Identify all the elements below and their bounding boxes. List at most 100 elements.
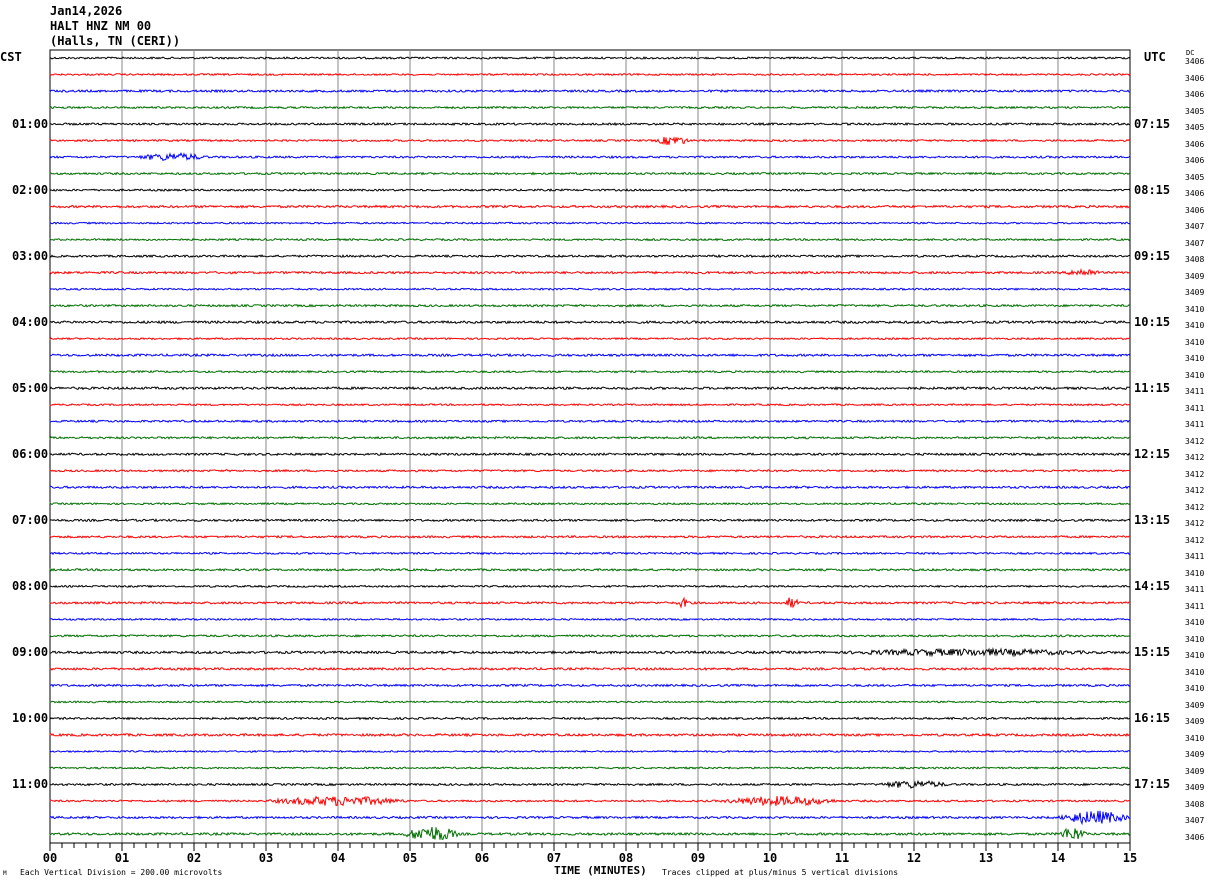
dc-offset-label: 3409 — [1185, 700, 1205, 710]
corner-mark: M — [3, 870, 7, 877]
seismic-trace — [49, 336, 1131, 341]
dc-offset-label: 3410 — [1185, 684, 1205, 694]
location-title: (Halls, TN (CERI)) — [50, 34, 181, 48]
seismic-trace — [49, 319, 1131, 325]
plot-frame — [49, 49, 1131, 844]
x-tick-label: 12 — [907, 851, 921, 865]
dc-offset-label: 3411 — [1185, 403, 1205, 413]
seismic-trace — [49, 810, 1131, 826]
dc-offset-label: 3412 — [1185, 535, 1205, 545]
cst-hour-label: 01:00 — [12, 117, 49, 132]
seismic-trace — [49, 303, 1131, 308]
x-tick-label: 15 — [1123, 851, 1137, 865]
cst-hour-label: 08:00 — [12, 579, 49, 594]
seismic-trace — [49, 237, 1131, 242]
dc-offset-label: 3410 — [1185, 733, 1205, 743]
cst-hour-label: 09:00 — [12, 645, 49, 660]
seismic-trace — [49, 795, 1131, 807]
cst-hour-label: 05:00 — [12, 381, 49, 396]
seismic-trace — [49, 419, 1131, 424]
x-tick-label: 11 — [835, 851, 849, 865]
dc-offset-label: 3407 — [1185, 238, 1205, 248]
seismic-trace — [49, 171, 1131, 176]
cst-hour-label: 02:00 — [12, 183, 49, 198]
seismic-trace — [49, 204, 1131, 209]
cst-hour-label: 10:00 — [12, 711, 49, 726]
dc-offset-label: 3409 — [1185, 750, 1205, 760]
dc-offset-label: 3410 — [1185, 337, 1205, 347]
dc-offset-label: 3405 — [1185, 123, 1205, 133]
seismic-trace — [49, 518, 1131, 523]
utc-time-label: 13:15 — [1134, 513, 1171, 528]
utc-time-label: 12:15 — [1134, 447, 1171, 462]
dc-offset-label: 3412 — [1185, 453, 1205, 463]
dc-offset-label: 3410 — [1185, 321, 1205, 331]
dc-offset-label: 3410 — [1185, 370, 1205, 380]
dc-offset-label: 3412 — [1185, 469, 1205, 479]
seismic-trace — [49, 452, 1131, 457]
seismic-trace — [49, 766, 1131, 770]
dc-offset-label: 3409 — [1185, 717, 1205, 727]
seismic-trace — [49, 647, 1131, 658]
x-tick-label: 09 — [691, 851, 705, 865]
seismic-trace — [49, 749, 1131, 754]
dc-offset-label: 3406 — [1185, 156, 1205, 166]
seismic-trace — [49, 715, 1131, 721]
utc-time-label: 10:15 — [1134, 315, 1171, 330]
seismic-trace — [49, 468, 1131, 473]
seismic-trace — [49, 666, 1131, 672]
dc-offset-label: 3410 — [1185, 618, 1205, 628]
dc-offset-label: 3411 — [1185, 387, 1205, 397]
seismic-trace — [49, 779, 1131, 789]
station-title: HALT HNZ NM 00 — [50, 19, 152, 33]
seismic-trace — [49, 732, 1131, 738]
scale-note: Each Vertical Division = 200.00 microvol… — [20, 868, 223, 877]
dc-offset-label: 3405 — [1185, 106, 1205, 116]
dc-offset-label: 3406 — [1185, 833, 1205, 842]
dc-offset-label: 3412 — [1185, 436, 1205, 446]
x-tick-label: 01 — [115, 851, 129, 865]
x-tick-label: 13 — [979, 851, 993, 865]
left-timezone-label: CST — [0, 50, 22, 64]
dc-offset-label: 3410 — [1185, 634, 1205, 644]
seismic-trace — [49, 501, 1131, 506]
dc-offset-label: 3406 — [1185, 73, 1205, 83]
x-tick-label: 10 — [763, 851, 777, 865]
seismic-trace — [49, 683, 1131, 688]
dc-offset-label: 3409 — [1185, 288, 1205, 298]
seismic-trace — [49, 534, 1131, 539]
utc-time-label: 15:15 — [1134, 645, 1171, 660]
utc-time-label: 08:15 — [1134, 183, 1171, 198]
dc-offset-label: 3408 — [1185, 799, 1205, 809]
dc-offset-label: 3412 — [1185, 519, 1205, 529]
dc-offset-label: 3406 — [1185, 90, 1205, 100]
seismic-trace — [49, 105, 1131, 110]
seismic-trace — [49, 352, 1131, 358]
cst-hour-label: 04:00 — [12, 315, 49, 330]
cst-hour-label: 03:00 — [12, 249, 49, 264]
seismic-trace — [49, 385, 1130, 391]
dc-offset-label: 3407 — [1185, 816, 1205, 826]
dc-offset-label: 3411 — [1185, 601, 1205, 611]
x-tick-label: 07 — [547, 851, 561, 865]
dc-offset-label: 3409 — [1185, 783, 1205, 793]
dc-offset-label: 3407 — [1185, 222, 1205, 232]
dc-offset-label: 3412 — [1185, 486, 1205, 496]
x-tick-label: 04 — [331, 851, 345, 865]
x-axis-title: TIME (MINUTES) — [554, 864, 647, 877]
cst-hour-label: 06:00 — [12, 447, 49, 462]
seismic-trace — [49, 287, 1131, 291]
dc-offset-label: 3406 — [1185, 57, 1205, 66]
dc-offset-label: 3406 — [1185, 205, 1205, 215]
x-tick-label: 00 — [43, 851, 57, 865]
dc-offset-label: 3405 — [1185, 172, 1205, 182]
x-tick-label: 05 — [403, 851, 417, 865]
seismic-trace — [49, 121, 1130, 127]
dc-offset-label: 3410 — [1185, 651, 1205, 661]
seismic-trace — [49, 88, 1131, 94]
x-tick-label: 02 — [187, 851, 201, 865]
utc-time-label: 09:15 — [1134, 249, 1171, 264]
dc-offset-label: 3408 — [1185, 255, 1205, 265]
seismic-trace — [49, 188, 1131, 192]
